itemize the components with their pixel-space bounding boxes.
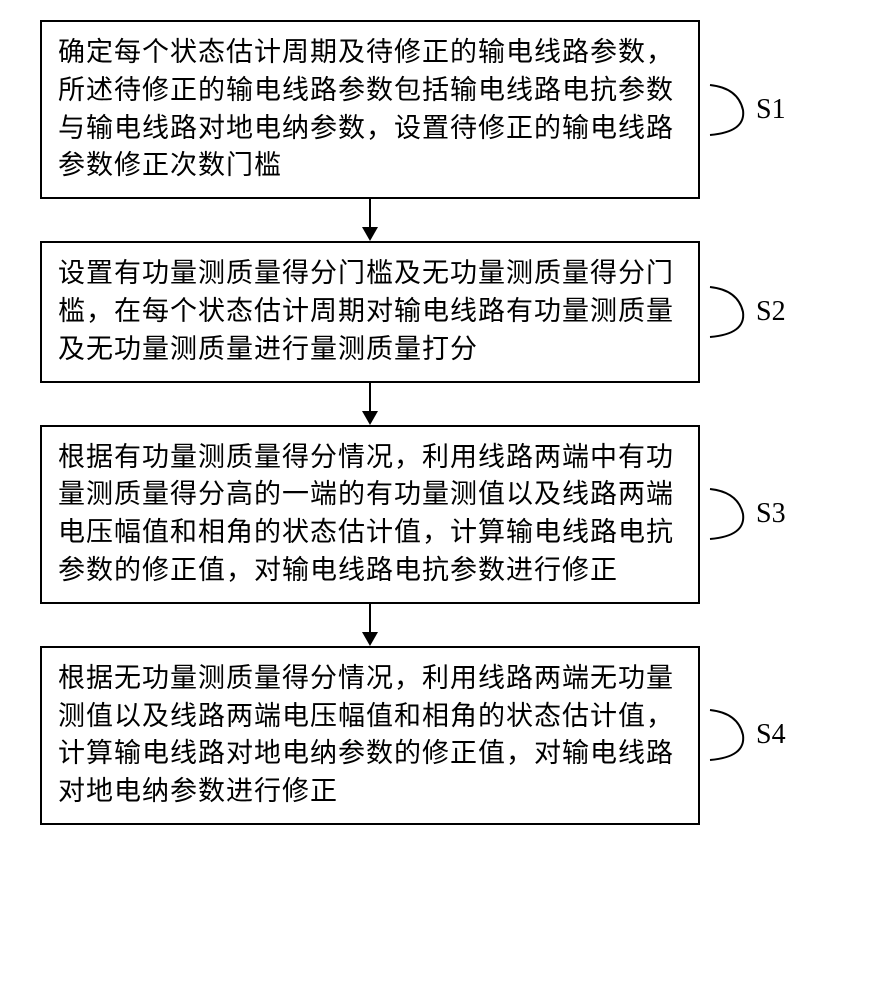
- label-wrapper-3: S3: [708, 484, 758, 544]
- flow-step-4: 根据无功量测质量得分情况，利用线路两端无功量测值以及线路两端电压幅值和相角的状态…: [40, 646, 845, 825]
- step-label-4: S4: [756, 719, 786, 751]
- flow-step-3: 根据有功量测质量得分情况，利用线路两端中有功量测质量得分高的一端的有功量测值以及…: [40, 425, 845, 604]
- flow-box-2: 设置有功量测质量得分门槛及无功量测质量得分门槛，在每个状态估计周期对输电线路有功…: [40, 241, 700, 382]
- step-label-2: S2: [756, 296, 786, 328]
- flow-box-4: 根据无功量测质量得分情况，利用线路两端无功量测值以及线路两端电压幅值和相角的状态…: [40, 646, 700, 825]
- flow-text-4: 根据无功量测质量得分情况，利用线路两端无功量测值以及线路两端电压幅值和相角的状态…: [58, 663, 674, 806]
- label-wrapper-1: S1: [708, 80, 758, 140]
- arrow-3: [40, 604, 700, 646]
- label-wrapper-2: S2: [708, 282, 758, 342]
- curve-icon: [708, 705, 758, 765]
- label-wrapper-4: S4: [708, 705, 758, 765]
- arrow-down-icon: [355, 604, 385, 646]
- step-label-3: S3: [756, 498, 786, 530]
- flow-step-1: 确定每个状态估计周期及待修正的输电线路参数，所述待修正的输电线路参数包括输电线路…: [40, 20, 845, 199]
- flow-step-2: 设置有功量测质量得分门槛及无功量测质量得分门槛，在每个状态估计周期对输电线路有功…: [40, 241, 845, 382]
- step-label-1: S1: [756, 94, 786, 126]
- flowchart-container: 确定每个状态估计周期及待修正的输电线路参数，所述待修正的输电线路参数包括输电线路…: [40, 20, 845, 825]
- curve-icon: [708, 80, 758, 140]
- flow-text-1: 确定每个状态估计周期及待修正的输电线路参数，所述待修正的输电线路参数包括输电线路…: [58, 37, 674, 180]
- flow-box-3: 根据有功量测质量得分情况，利用线路两端中有功量测质量得分高的一端的有功量测值以及…: [40, 425, 700, 604]
- flow-text-2: 设置有功量测质量得分门槛及无功量测质量得分门槛，在每个状态估计周期对输电线路有功…: [58, 258, 674, 364]
- arrow-2: [40, 383, 700, 425]
- arrow-down-icon: [355, 199, 385, 241]
- arrow-1: [40, 199, 700, 241]
- curve-icon: [708, 282, 758, 342]
- curve-icon: [708, 484, 758, 544]
- flow-text-3: 根据有功量测质量得分情况，利用线路两端中有功量测质量得分高的一端的有功量测值以及…: [58, 442, 674, 585]
- flow-box-1: 确定每个状态估计周期及待修正的输电线路参数，所述待修正的输电线路参数包括输电线路…: [40, 20, 700, 199]
- arrow-down-icon: [355, 383, 385, 425]
